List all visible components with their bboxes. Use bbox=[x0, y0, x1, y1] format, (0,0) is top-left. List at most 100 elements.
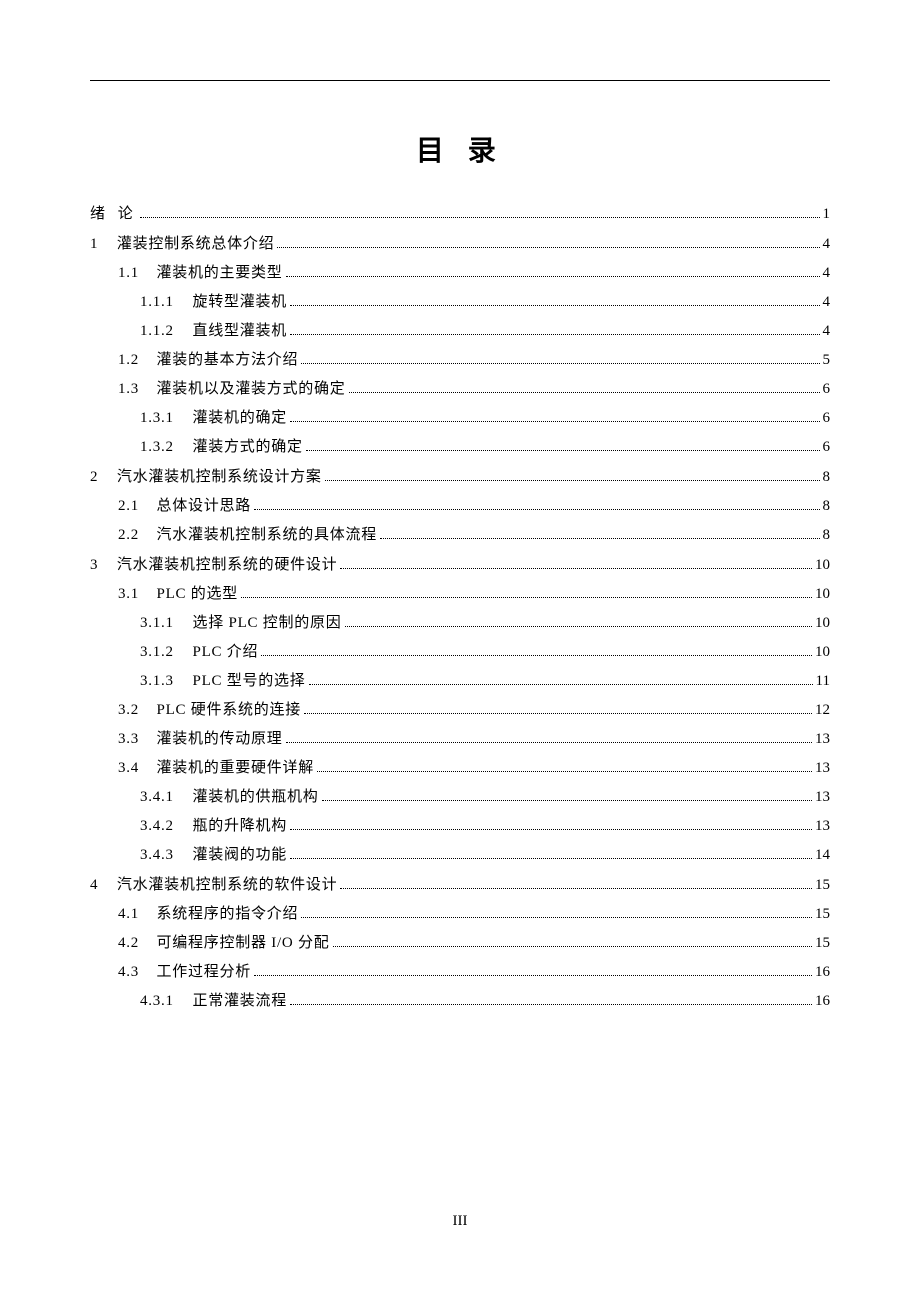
toc-row: 3.1 PLC 的选型10 bbox=[90, 587, 830, 602]
toc-row: 3.4.3 灌装阀的功能 14 bbox=[90, 848, 830, 863]
toc-row: 1.3 灌装机以及灌装方式的确定6 bbox=[90, 382, 830, 397]
toc-row: 1.1.1 旋转型灌装机 4 bbox=[90, 295, 830, 310]
toc-entry-page: 16 bbox=[815, 965, 830, 980]
toc-entry-number: 2.1 bbox=[118, 499, 152, 514]
toc-leader-dots bbox=[304, 713, 812, 714]
toc-entry-text: 汽水灌装机控制系统的具体流程 bbox=[152, 527, 377, 543]
toc-entry-text: 旋转型灌装机 bbox=[188, 294, 287, 310]
toc-entry-page: 6 bbox=[823, 411, 831, 426]
toc-entry-label: 3.4.2 瓶的升降机构 bbox=[140, 819, 287, 834]
toc-entry-number: 3.1.3 bbox=[140, 674, 188, 689]
toc-entry-page: 16 bbox=[815, 994, 830, 1009]
toc-entry-text: 灌装机的重要硬件详解 bbox=[152, 760, 314, 776]
toc-entry-text: 系统程序的指令介绍 bbox=[152, 906, 298, 922]
toc-row: 4.1 系统程序的指令介绍15 bbox=[90, 907, 830, 922]
toc-entry-page: 6 bbox=[823, 440, 831, 455]
toc-leader-dots bbox=[345, 626, 812, 627]
toc-entry-page: 11 bbox=[816, 674, 830, 689]
toc-row: 3.3 灌装机的传动原理 13 bbox=[90, 732, 830, 747]
toc-entry-label: 3.1 PLC 的选型 bbox=[118, 587, 238, 602]
toc-entry-text: 汽水灌装机控制系统的软件设计 bbox=[112, 876, 337, 893]
toc-leader-dots bbox=[340, 888, 812, 889]
toc-entry-text: 选择 PLC 控制的原因 bbox=[188, 615, 342, 631]
document-page: 目 录 绪 论11 灌装控制系统总体介绍41.1 灌装机的主要类型41.1.1 … bbox=[0, 0, 920, 1009]
toc-leader-dots bbox=[254, 975, 812, 976]
toc-entry-text: 灌装机的供瓶机构 bbox=[188, 789, 319, 805]
toc-entry-page: 8 bbox=[823, 470, 831, 485]
toc-entry-label: 1.1.2 直线型灌装机 bbox=[140, 324, 287, 339]
toc-row: 3.1.1 选择 PLC 控制的原因10 bbox=[90, 616, 830, 631]
toc-entry-page: 4 bbox=[823, 295, 831, 310]
toc-entry-label: 3.3 灌装机的传动原理 bbox=[118, 732, 283, 747]
toc-entry-label: 4.3 工作过程分析 bbox=[118, 965, 251, 980]
toc-leader-dots bbox=[301, 917, 812, 918]
toc-entry-page: 13 bbox=[815, 790, 830, 805]
toc-row: 1.2 灌装的基本方法介绍5 bbox=[90, 353, 830, 368]
toc-entry-page: 13 bbox=[815, 819, 830, 834]
toc-entry-page: 14 bbox=[815, 848, 830, 863]
toc-entry-number: 2.2 bbox=[118, 528, 152, 543]
toc-leader-dots bbox=[301, 363, 819, 364]
toc-entry-number: 1.1.1 bbox=[140, 295, 188, 310]
toc-entry-label: 4.3.1 正常灌装流程 bbox=[140, 994, 287, 1009]
toc-row: 4.3.1 正常灌装流程 16 bbox=[90, 994, 830, 1009]
toc-entry-label: 3.1.1 选择 PLC 控制的原因 bbox=[140, 616, 342, 631]
toc-entry-page: 15 bbox=[815, 907, 830, 922]
toc-entry-text: 可编程序控制器 I/O 分配 bbox=[152, 935, 330, 951]
toc-entry-text: 灌装机的确定 bbox=[188, 410, 287, 426]
toc-entry-page: 15 bbox=[815, 878, 830, 893]
toc-leader-dots bbox=[290, 334, 819, 335]
toc-row: 3.4.2 瓶的升降机构 13 bbox=[90, 819, 830, 834]
toc-entry-number: 3.2 bbox=[118, 703, 152, 718]
toc-entry-text: 灌装机的传动原理 bbox=[152, 731, 283, 747]
toc-entry-label: 1.3 灌装机以及灌装方式的确定 bbox=[118, 382, 346, 397]
toc-entry-page: 13 bbox=[815, 732, 830, 747]
toc-entry-number: 3.1.1 bbox=[140, 616, 188, 631]
toc-entry-text: PLC 型号的选择 bbox=[188, 673, 306, 689]
toc-row: 3 汽水灌装机控制系统的硬件设计10 bbox=[90, 557, 830, 573]
toc-leader-dots bbox=[241, 597, 812, 598]
toc-row: 1.3.2 灌装方式的确定 6 bbox=[90, 440, 830, 455]
toc-entry-number: 1.3.2 bbox=[140, 440, 188, 455]
toc-entry-number: 3.4.3 bbox=[140, 848, 188, 863]
page-number: III bbox=[0, 1213, 920, 1230]
toc-row: 3.1.3 PLC 型号的选择 11 bbox=[90, 674, 830, 689]
header-rule bbox=[90, 80, 830, 81]
toc-leader-dots bbox=[290, 858, 812, 859]
toc-leader-dots bbox=[254, 509, 819, 510]
toc-entry-text: 汽水灌装机控制系统设计方案 bbox=[112, 468, 322, 485]
toc-leader-dots bbox=[290, 829, 812, 830]
toc-leader-dots bbox=[290, 421, 819, 422]
toc-leader-dots bbox=[309, 684, 813, 685]
toc-entry-page: 12 bbox=[815, 703, 830, 718]
toc-entry-page: 10 bbox=[815, 558, 830, 573]
toc-entry-text: 正常灌装流程 bbox=[188, 993, 287, 1009]
toc-leader-dots bbox=[380, 538, 819, 539]
toc-entry-text: PLC 介绍 bbox=[188, 644, 258, 660]
toc-entry-number: 2 bbox=[90, 470, 112, 485]
toc-leader-dots bbox=[286, 276, 820, 277]
toc-entry-label: 1.3.2 灌装方式的确定 bbox=[140, 440, 303, 455]
toc-entry-label: 3.4.3 灌装阀的功能 bbox=[140, 848, 287, 863]
toc-entry-number: 3.1 bbox=[118, 587, 152, 602]
toc-leader-dots bbox=[322, 800, 812, 801]
toc-entry-label: 2.1 总体设计思路 bbox=[118, 499, 251, 514]
toc-row: 4.2 可编程序控制器 I/O 分配15 bbox=[90, 936, 830, 951]
toc-row: 3.4.1 灌装机的供瓶机构 13 bbox=[90, 790, 830, 805]
toc-entry-text: 灌装的基本方法介绍 bbox=[152, 352, 298, 368]
toc-entry-number: 4 bbox=[90, 878, 112, 893]
toc-entry-text: PLC 的选型 bbox=[152, 586, 238, 602]
toc-entry-text: 灌装控制系统总体介绍 bbox=[112, 235, 274, 252]
toc-entry-number: 1.1 bbox=[118, 266, 152, 281]
toc-row: 4.3 工作过程分析 16 bbox=[90, 965, 830, 980]
toc-entry-number: 3.1.2 bbox=[140, 645, 188, 660]
toc-entry-page: 5 bbox=[823, 353, 831, 368]
toc-row: 1 灌装控制系统总体介绍4 bbox=[90, 236, 830, 252]
toc-entry-number: 1.3 bbox=[118, 382, 152, 397]
toc-entry-number: 3.4.1 bbox=[140, 790, 188, 805]
toc-entry-number: 1.1.2 bbox=[140, 324, 188, 339]
toc-entry-page: 8 bbox=[823, 528, 831, 543]
toc-entry-label: 3.2 PLC 硬件系统的连接 bbox=[118, 703, 301, 718]
toc-row: 1.3.1 灌装机的确定6 bbox=[90, 411, 830, 426]
toc-entry-label: 1 灌装控制系统总体介绍 bbox=[90, 236, 274, 252]
